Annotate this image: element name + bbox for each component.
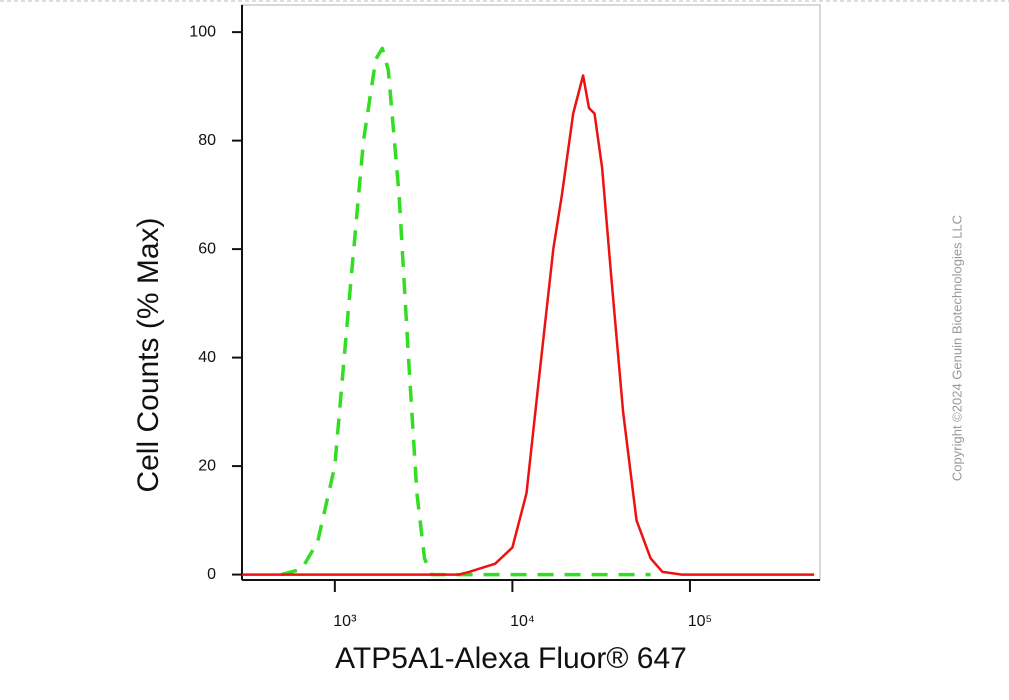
- y-tick-label: 80: [198, 132, 216, 149]
- y-tick-label: 40: [198, 349, 216, 366]
- plot-frame: [241, 4, 821, 581]
- y-axis-label: Cell Counts (% Max): [132, 217, 165, 492]
- series-line: [280, 46, 651, 577]
- y-tick-label: 20: [198, 457, 216, 474]
- series-line: [242, 74, 815, 576]
- x-tick-label: 10⁴: [510, 613, 535, 630]
- y-tick-label: 60: [198, 240, 216, 257]
- copyright: Copyright ©2024 Genuin Biotechnologies L…: [949, 215, 964, 481]
- x-tick-label: 10⁵: [688, 613, 712, 630]
- y-tick-label: 0: [207, 566, 216, 583]
- x-axis-label: ATP5A1-Alexa Fluor® 647: [335, 642, 687, 675]
- x-tick-label: 10³: [333, 613, 357, 630]
- y-tick-label: 100: [189, 23, 216, 40]
